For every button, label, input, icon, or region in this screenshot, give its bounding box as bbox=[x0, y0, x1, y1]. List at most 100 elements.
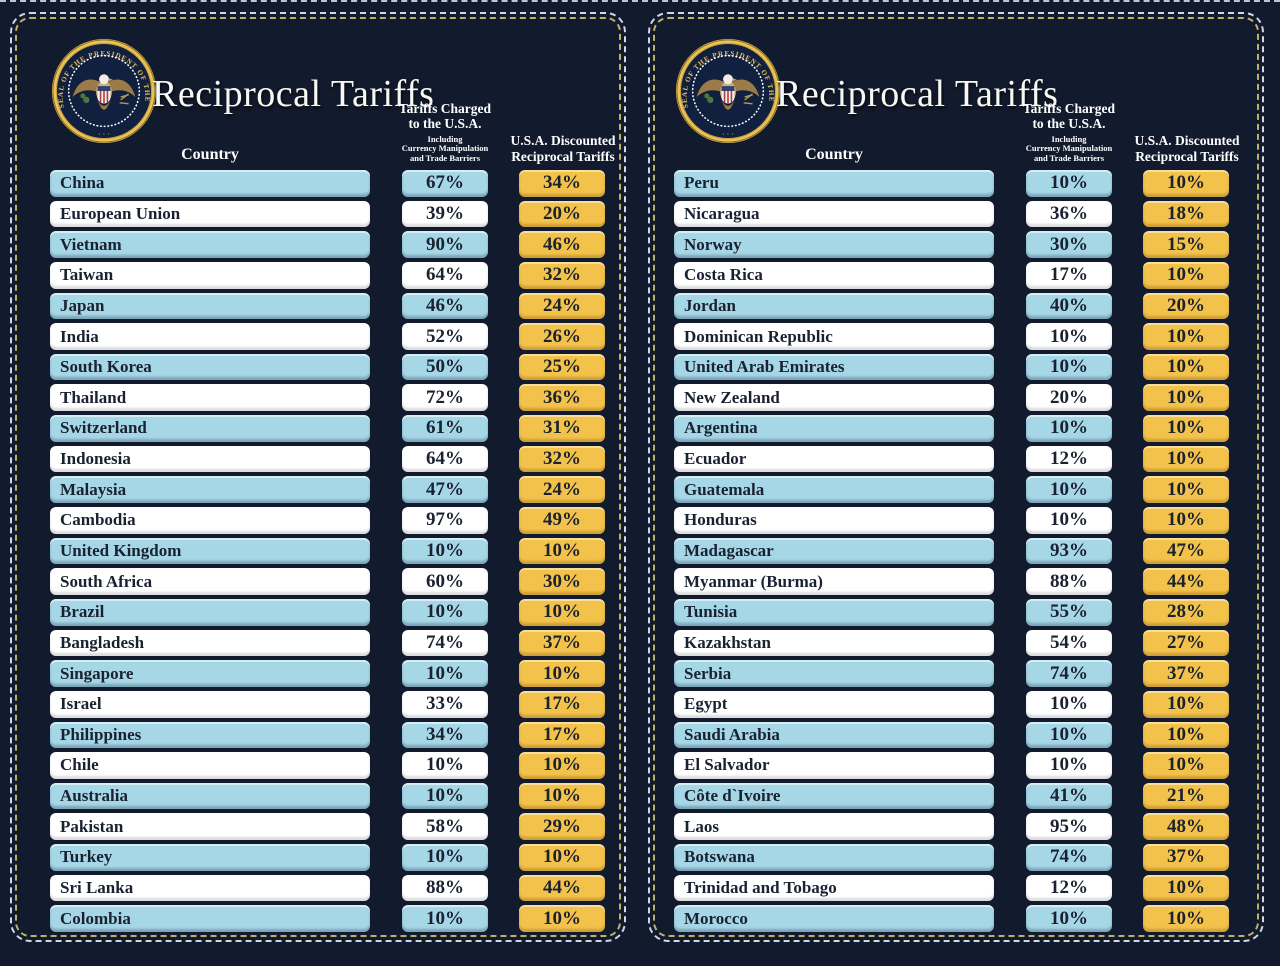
page-top-dashed-border bbox=[0, 0, 1280, 2]
country-cell: Colombia bbox=[50, 905, 370, 932]
table-row: Turkey 10% 10% bbox=[50, 844, 606, 871]
country-cell: Norway bbox=[674, 231, 994, 258]
table-row: Philippines 34% 17% bbox=[50, 721, 606, 749]
charged-tariff-cell: 95% bbox=[1026, 813, 1112, 841]
discounted-tariff-cell: 24% bbox=[519, 476, 605, 504]
table-row: Bangladesh 74% 37% bbox=[50, 629, 606, 657]
table-row: Peru 10% 10% bbox=[674, 170, 1230, 197]
table-row: Tunisia 55% 28% bbox=[674, 598, 1230, 626]
country-cell: South Korea bbox=[50, 353, 370, 381]
table-row: Brazil 10% 10% bbox=[50, 598, 606, 626]
table-row: Ecuador 12% 10% bbox=[674, 445, 1230, 473]
discounted-tariff-cell: 44% bbox=[1143, 568, 1229, 595]
table-row: United Arab Emirates 10% 10% bbox=[674, 353, 1230, 381]
tariff-panel-right: SEAL OF THE PRESIDENT OF THE UNITED STAT… bbox=[648, 12, 1264, 942]
charged-tariff-cell: 72% bbox=[402, 384, 488, 412]
country-cell: China bbox=[50, 170, 370, 197]
table-row: Sri Lanka 88% 44% bbox=[50, 874, 606, 902]
country-cell: Argentina bbox=[674, 415, 994, 442]
charged-tariff-cell: 20% bbox=[1026, 384, 1112, 412]
discounted-tariff-cell: 10% bbox=[1143, 690, 1229, 718]
charged-tariff-cell: 10% bbox=[402, 752, 488, 779]
tariff-table-rows: Peru 10% 10% Nicaragua 36% 18% Norway 30… bbox=[674, 170, 1230, 932]
table-row: Dominican Republic 10% 10% bbox=[674, 323, 1230, 350]
discounted-tariff-cell: 29% bbox=[519, 813, 605, 841]
discounted-header-line1: U.S.A. Discounted bbox=[1134, 133, 1240, 148]
country-cell: Saudi Arabia bbox=[674, 721, 994, 749]
charged-tariff-cell: 97% bbox=[402, 507, 488, 534]
discounted-tariff-cell: 21% bbox=[1143, 782, 1229, 810]
country-cell: Tunisia bbox=[674, 598, 994, 626]
charged-tariff-cell: 61% bbox=[402, 415, 488, 442]
table-row: El Salvador 10% 10% bbox=[674, 752, 1230, 779]
charged-tariff-cell: 30% bbox=[1026, 231, 1112, 258]
country-cell: Turkey bbox=[50, 844, 370, 871]
charged-tariff-cell: 41% bbox=[1026, 782, 1112, 810]
charged-tariff-cell: 39% bbox=[402, 200, 488, 228]
charged-header-subtext: Including Currency Manipulation and Trad… bbox=[1025, 133, 1113, 164]
table-row: Nicaragua 36% 18% bbox=[674, 200, 1230, 228]
country-cell: Sri Lanka bbox=[50, 874, 370, 902]
country-cell: Thailand bbox=[50, 384, 370, 412]
country-cell: Pakistan bbox=[50, 813, 370, 841]
charged-tariff-cell: 10% bbox=[1026, 353, 1112, 381]
country-cell: Peru bbox=[674, 170, 994, 197]
charged-tariff-cell: 10% bbox=[1026, 690, 1112, 718]
discounted-tariff-cell: 26% bbox=[519, 323, 605, 350]
country-cell: Trinidad and Tobago bbox=[674, 874, 994, 902]
table-row: Laos 95% 48% bbox=[674, 813, 1230, 841]
table-row: Morocco 10% 10% bbox=[674, 905, 1230, 932]
discounted-tariff-cell: 25% bbox=[519, 353, 605, 381]
discounted-tariff-cell: 18% bbox=[1143, 200, 1229, 228]
charged-tariff-cell: 74% bbox=[1026, 844, 1112, 871]
discounted-tariff-cell: 10% bbox=[1143, 752, 1229, 779]
discounted-tariff-cell: 10% bbox=[519, 537, 605, 565]
country-cell: Serbia bbox=[674, 660, 994, 687]
table-row: Pakistan 58% 29% bbox=[50, 813, 606, 841]
charged-tariff-cell: 88% bbox=[402, 874, 488, 902]
table-row: Côte d`Ivoire 41% 21% bbox=[674, 782, 1230, 810]
table-row: Cambodia 97% 49% bbox=[50, 507, 606, 534]
page-title: Reciprocal Tariffs bbox=[152, 73, 435, 115]
discounted-tariff-cell: 37% bbox=[519, 629, 605, 657]
discounted-tariff-cell: 10% bbox=[519, 598, 605, 626]
panel-content: SEAL OF THE PRESIDENT OF THE UNITED STAT… bbox=[50, 14, 616, 940]
table-row: Taiwan 64% 32% bbox=[50, 261, 606, 289]
discounted-tariff-cell: 34% bbox=[519, 170, 605, 197]
charged-tariff-cell: 34% bbox=[402, 721, 488, 749]
charged-tariff-cell: 12% bbox=[1026, 445, 1112, 473]
table-row: New Zealand 20% 10% bbox=[674, 384, 1230, 412]
column-header-usa-discounted: U.S.A. Discounted Reciprocal Tariffs bbox=[490, 133, 636, 164]
discounted-tariff-cell: 10% bbox=[519, 905, 605, 932]
page-title: Reciprocal Tariffs bbox=[776, 73, 1059, 115]
discounted-tariff-cell: 10% bbox=[1143, 323, 1229, 350]
charged-tariff-cell: 50% bbox=[402, 353, 488, 381]
country-cell: Ecuador bbox=[674, 445, 994, 473]
charged-tariff-cell: 17% bbox=[1026, 261, 1112, 289]
country-cell: Myanmar (Burma) bbox=[674, 568, 994, 595]
table-row: Singapore 10% 10% bbox=[50, 660, 606, 687]
table-row: Serbia 74% 37% bbox=[674, 660, 1230, 687]
charged-header-line1: Tariffs Charged bbox=[1022, 101, 1116, 116]
charged-tariff-cell: 58% bbox=[402, 813, 488, 841]
table-row: Vietnam 90% 46% bbox=[50, 231, 606, 258]
table-row: Chile 10% 10% bbox=[50, 752, 606, 779]
discounted-tariff-cell: 49% bbox=[519, 507, 605, 534]
seal-eagle bbox=[696, 74, 760, 110]
column-header-usa-discounted: U.S.A. Discounted Reciprocal Tariffs bbox=[1114, 133, 1260, 164]
charged-tariff-cell: 10% bbox=[1026, 170, 1112, 197]
discounted-header-line2: Reciprocal Tariffs bbox=[511, 148, 615, 164]
charged-header-subtext: Including Currency Manipulation and Trad… bbox=[401, 133, 489, 164]
table-row: United Kingdom 10% 10% bbox=[50, 537, 606, 565]
discounted-tariff-cell: 20% bbox=[1143, 292, 1229, 320]
country-cell: Kazakhstan bbox=[674, 629, 994, 657]
table-row: Kazakhstan 54% 27% bbox=[674, 629, 1230, 657]
country-cell: United Kingdom bbox=[50, 537, 370, 565]
charged-tariff-cell: 60% bbox=[402, 568, 488, 595]
discounted-tariff-cell: 24% bbox=[519, 292, 605, 320]
country-cell: Botswana bbox=[674, 844, 994, 871]
panel-content: SEAL OF THE PRESIDENT OF THE UNITED STAT… bbox=[674, 14, 1240, 940]
country-cell: Vietnam bbox=[50, 231, 370, 258]
charged-tariff-cell: 10% bbox=[402, 537, 488, 565]
charged-tariff-cell: 64% bbox=[402, 445, 488, 473]
